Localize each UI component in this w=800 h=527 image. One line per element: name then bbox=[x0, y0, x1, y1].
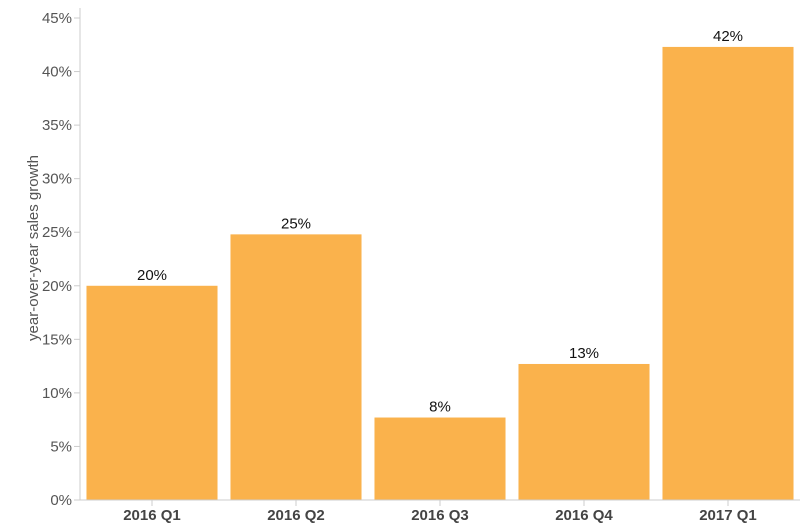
bars-group bbox=[86, 46, 794, 501]
y-tick-label: 20% bbox=[42, 278, 72, 295]
y-tick-label: 45% bbox=[42, 10, 72, 27]
y-tick-label: 10% bbox=[42, 385, 72, 402]
bar bbox=[86, 285, 218, 500]
bar bbox=[230, 234, 362, 500]
bar bbox=[662, 46, 794, 501]
x-tick-label: 2016 Q2 bbox=[267, 507, 325, 524]
y-axis-title: year-over-year sales growth bbox=[25, 155, 42, 341]
x-tick-label: 2016 Q1 bbox=[123, 507, 181, 524]
data-labels-group: 20% 25% 8% 13% 42% bbox=[137, 28, 743, 416]
data-label: 42% bbox=[713, 28, 743, 45]
y-tick-label: 30% bbox=[42, 171, 72, 188]
x-tick-label: 2016 Q4 bbox=[555, 507, 613, 524]
y-tick-label: 35% bbox=[42, 117, 72, 134]
data-label: 13% bbox=[569, 345, 599, 362]
y-axis: 0% 5% 10% 15% 20% 25% 30% 35% 40% 45% bbox=[42, 10, 80, 509]
x-axis: 2016 Q1 2016 Q2 2016 Q3 2016 Q4 2017 Q1 bbox=[123, 500, 757, 524]
y-tick-label: 40% bbox=[42, 64, 72, 81]
y-tick-label: 5% bbox=[50, 438, 72, 455]
data-label: 8% bbox=[429, 399, 451, 416]
data-label: 20% bbox=[137, 267, 167, 284]
x-tick-label: 2017 Q1 bbox=[699, 507, 757, 524]
bar bbox=[374, 417, 506, 500]
y-tick-label: 0% bbox=[50, 492, 72, 509]
bar bbox=[518, 363, 650, 500]
data-label: 25% bbox=[281, 215, 311, 232]
x-tick-label: 2016 Q3 bbox=[411, 507, 469, 524]
y-tick-label: 25% bbox=[42, 224, 72, 241]
y-tick-label: 15% bbox=[42, 331, 72, 348]
